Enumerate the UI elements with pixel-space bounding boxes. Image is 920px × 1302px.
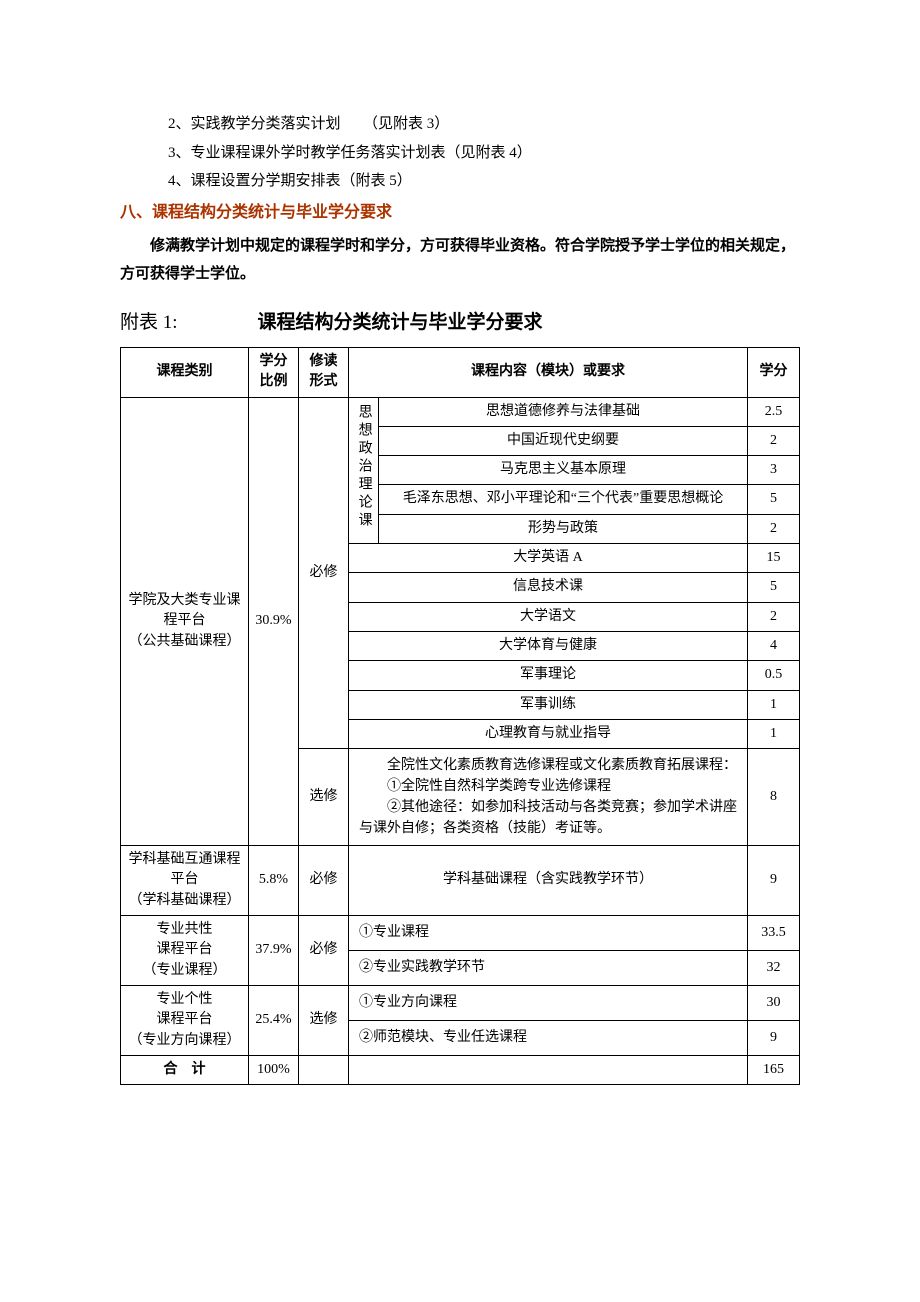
cell-empty — [299, 1055, 349, 1084]
cell-total-percent: 100% — [249, 1055, 299, 1084]
table-total-row: 合 计 100% 165 — [121, 1055, 800, 1084]
cell-credit: 1 — [748, 719, 800, 748]
table-caption-prefix: 附表 1: — [120, 305, 178, 341]
cell-category: 专业共性 课程平台 （专业课程） — [121, 916, 249, 986]
cell-empty — [349, 1055, 748, 1084]
cell-percent: 5.8% — [249, 846, 299, 916]
cell-mode: 必修 — [299, 916, 349, 986]
cell-total-credit: 165 — [748, 1055, 800, 1084]
cell-course: 毛泽东思想、邓小平理论和“三个代表”重要思想概论 — [379, 485, 748, 514]
cell-course: 中国近现代史纲要 — [379, 426, 748, 455]
cell-course: 军事理论 — [349, 661, 748, 690]
cell-credit: 0.5 — [748, 661, 800, 690]
cell-course: 马克思主义基本原理 — [379, 456, 748, 485]
th-mode: 修读形式 — [299, 347, 349, 397]
preamble-item: 2、实践教学分类落实计划 （见附表 3） — [120, 110, 800, 139]
preamble-item: 3、专业课程课外学时教学任务落实计划表（见附表 4） — [120, 139, 800, 168]
cell-percent: 25.4% — [249, 985, 299, 1055]
th-percent: 学分比例 — [249, 347, 299, 397]
cell-course: 形势与政策 — [379, 514, 748, 543]
th-category: 课程类别 — [121, 347, 249, 397]
cell-credit: 5 — [748, 485, 800, 514]
cell-credit: 30 — [748, 985, 800, 1020]
section-paragraph: 修满教学计划中规定的课程学时和学分，方可获得毕业资格。符合学院授予学士学位的相关… — [120, 232, 800, 289]
cell-category: 专业个性 课程平台 （专业方向课程） — [121, 985, 249, 1055]
cell-credit: 1 — [748, 690, 800, 719]
table-row: 专业共性 课程平台 （专业课程） 37.9% 必修 ①专业课程 33.5 — [121, 916, 800, 951]
section-heading: 八、课程结构分类统计与毕业学分要求 — [120, 198, 800, 228]
cell-category: 学科基础互通课程平台 （学科基础课程） — [121, 846, 249, 916]
cell-total-label: 合 计 — [121, 1055, 249, 1084]
cell-course: 大学语文 — [349, 602, 748, 631]
cell-credit: 32 — [748, 950, 800, 985]
cell-mode: 选修 — [299, 985, 349, 1055]
cell-course: 大学体育与健康 — [349, 631, 748, 660]
th-credit: 学分 — [748, 347, 800, 397]
table-row: 专业个性 课程平台 （专业方向课程） 25.4% 选修 ①专业方向课程 30 — [121, 985, 800, 1020]
cell-credit: 2 — [748, 426, 800, 455]
table-row: 学科基础互通课程平台 （学科基础课程） 5.8% 必修 学科基础课程（含实践教学… — [121, 846, 800, 916]
cell-credit: 2.5 — [748, 397, 800, 426]
cell-credit: 2 — [748, 602, 800, 631]
cell-mode: 选修 — [299, 749, 349, 846]
cell-credit: 9 — [748, 1020, 800, 1055]
table-caption: 附表 1: 课程结构分类统计与毕业学分要求 — [120, 305, 800, 341]
cell-mode: 必修 — [299, 846, 349, 916]
cell-credit: 4 — [748, 631, 800, 660]
cell-credit: 5 — [748, 573, 800, 602]
cell-credit: 8 — [748, 749, 800, 846]
cell-ideology-group: 思想政治理论课 — [349, 397, 379, 543]
cell-course: ①专业方向课程 — [349, 985, 748, 1020]
credit-structure-table: 课程类别 学分比例 修读形式 课程内容（模块）或要求 学分 学院及大类专业课程平… — [120, 347, 800, 1085]
cell-mode: 必修 — [299, 397, 349, 749]
th-content: 课程内容（模块）或要求 — [349, 347, 748, 397]
cell-course: 信息技术课 — [349, 573, 748, 602]
cell-course: 军事训练 — [349, 690, 748, 719]
cell-course: 心理教育与就业指导 — [349, 719, 748, 748]
cell-course: 学科基础课程（含实践教学环节） — [349, 846, 748, 916]
preamble-item: 4、课程设置分学期安排表（附表 5） — [120, 167, 800, 196]
cell-course: 大学英语 A — [349, 544, 748, 573]
cell-elective-text: 全院性文化素质教育选修课程或文化素质教育拓展课程： ①全院性自然科学类跨专业选修… — [349, 749, 748, 846]
cell-course: ②师范模块、专业任选课程 — [349, 1020, 748, 1055]
cell-credit: 33.5 — [748, 916, 800, 951]
cell-credit: 15 — [748, 544, 800, 573]
table-row: 学院及大类专业课程平台 （公共基础课程） 30.9% 必修 思想政治理论课 思想… — [121, 397, 800, 426]
cell-course: 思想道德修养与法律基础 — [379, 397, 748, 426]
cell-course: ①专业课程 — [349, 916, 748, 951]
cell-course: ②专业实践教学环节 — [349, 950, 748, 985]
cell-credit: 3 — [748, 456, 800, 485]
cell-percent: 30.9% — [249, 397, 299, 846]
table-caption-title: 课程结构分类统计与毕业学分要求 — [258, 305, 543, 341]
cell-percent: 37.9% — [249, 916, 299, 986]
cell-credit: 2 — [748, 514, 800, 543]
table-header-row: 课程类别 学分比例 修读形式 课程内容（模块）或要求 学分 — [121, 347, 800, 397]
cell-credit: 9 — [748, 846, 800, 916]
cell-category: 学院及大类专业课程平台 （公共基础课程） — [121, 397, 249, 846]
